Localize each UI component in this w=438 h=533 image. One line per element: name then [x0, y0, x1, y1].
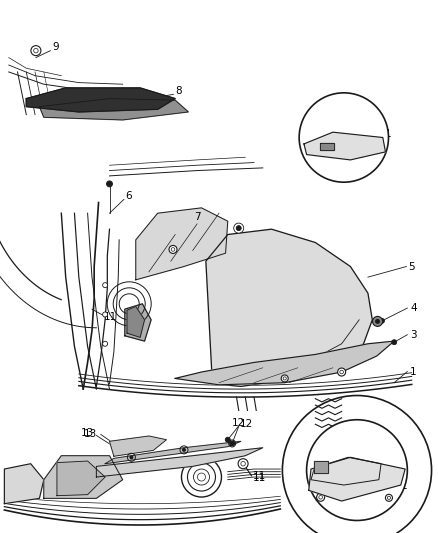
Text: 9: 9	[53, 42, 59, 52]
Circle shape	[238, 459, 248, 469]
Circle shape	[129, 455, 134, 459]
Polygon shape	[4, 464, 44, 504]
Circle shape	[182, 448, 186, 452]
Text: 5: 5	[409, 262, 415, 271]
Text: 12: 12	[232, 418, 245, 427]
Circle shape	[102, 312, 108, 317]
Circle shape	[169, 245, 177, 254]
Text: 7: 7	[194, 213, 201, 222]
Circle shape	[392, 340, 397, 345]
Polygon shape	[39, 99, 188, 120]
Polygon shape	[304, 132, 385, 160]
Polygon shape	[44, 456, 123, 498]
Text: 13: 13	[84, 430, 97, 439]
Text: 11: 11	[104, 312, 117, 321]
Circle shape	[236, 225, 241, 231]
Circle shape	[225, 437, 230, 442]
Text: 8: 8	[175, 86, 182, 95]
Text: 11: 11	[253, 471, 266, 481]
Text: 6: 6	[126, 191, 132, 200]
Circle shape	[338, 368, 346, 376]
Circle shape	[375, 319, 380, 324]
Polygon shape	[105, 441, 241, 464]
Text: 11: 11	[253, 473, 266, 482]
Polygon shape	[320, 143, 334, 150]
Circle shape	[355, 496, 360, 500]
Circle shape	[385, 494, 392, 502]
Circle shape	[102, 341, 108, 346]
Text: 13: 13	[81, 428, 94, 438]
Circle shape	[230, 441, 235, 446]
Text: 1: 1	[401, 481, 408, 491]
Circle shape	[106, 181, 113, 187]
Circle shape	[373, 317, 382, 326]
Polygon shape	[26, 88, 175, 112]
Circle shape	[379, 318, 385, 324]
Text: 1: 1	[410, 367, 416, 376]
Text: 3: 3	[410, 330, 417, 340]
Polygon shape	[314, 461, 328, 473]
Polygon shape	[125, 304, 151, 341]
Polygon shape	[127, 306, 145, 337]
Polygon shape	[110, 436, 166, 456]
Polygon shape	[175, 341, 394, 385]
Circle shape	[102, 282, 108, 288]
Text: 4: 4	[410, 303, 417, 313]
Polygon shape	[136, 208, 228, 280]
Polygon shape	[206, 229, 372, 386]
Polygon shape	[311, 457, 381, 485]
Text: 12: 12	[240, 419, 253, 429]
Polygon shape	[96, 448, 263, 477]
Polygon shape	[57, 461, 105, 496]
Text: 1: 1	[385, 129, 391, 139]
Text: 2: 2	[391, 447, 397, 457]
Circle shape	[317, 493, 325, 502]
Text: 14: 14	[366, 494, 379, 504]
Circle shape	[234, 223, 244, 233]
Circle shape	[230, 442, 234, 445]
Circle shape	[307, 419, 407, 521]
Polygon shape	[309, 457, 405, 501]
Circle shape	[299, 93, 389, 182]
Circle shape	[281, 375, 288, 382]
Circle shape	[31, 46, 41, 55]
